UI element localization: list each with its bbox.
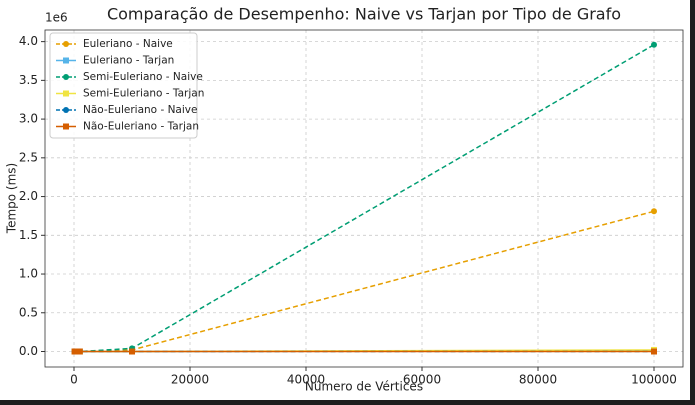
legend-box bbox=[49, 32, 198, 139]
marker bbox=[76, 348, 83, 355]
marker bbox=[71, 348, 78, 355]
marker bbox=[651, 41, 657, 48]
legend: Euleriano - Naive Euleriano - Tarjan Semi-… bbox=[49, 32, 204, 139]
x-tick-label: 60000 bbox=[403, 373, 441, 387]
plot-frame bbox=[44, 29, 684, 368]
legend-label: Não-Euleriano - Tarjan bbox=[83, 121, 199, 133]
marker bbox=[129, 348, 135, 355]
y-tick-label: 2.5 bbox=[19, 150, 38, 164]
legend-label: Semi-Euleriano - Naive bbox=[83, 71, 203, 83]
chart-title: Comparação de Desempenho: Naive vs Tarja… bbox=[107, 5, 621, 24]
x-tick-label: 100000 bbox=[631, 373, 677, 387]
y-tick-label: 2.0 bbox=[19, 189, 38, 203]
legend-label: Euleriano - Tarjan bbox=[83, 55, 174, 67]
x-tick-label: 40000 bbox=[287, 373, 325, 387]
y-tick-label: 0.5 bbox=[19, 305, 38, 319]
y-axis-label: Tempo (ms) bbox=[5, 163, 19, 234]
legend-label: Não-Euleriano - Naive bbox=[83, 104, 197, 116]
marker bbox=[63, 41, 69, 47]
y-offset-label: 1e6 bbox=[45, 11, 68, 25]
y-tick-label: 3.5 bbox=[19, 73, 38, 87]
y-tick-label: 3.0 bbox=[19, 112, 38, 126]
y-tick-label: 0.0 bbox=[19, 344, 38, 358]
marker bbox=[63, 74, 69, 80]
y-tick-label: 4.0 bbox=[19, 34, 38, 48]
plot bbox=[71, 41, 657, 355]
marker bbox=[63, 123, 69, 130]
marker bbox=[651, 208, 657, 215]
marker bbox=[651, 348, 657, 355]
frame-edge bbox=[0, 400, 695, 405]
marker bbox=[63, 90, 69, 97]
x-axis-label: Número de Vértices bbox=[305, 380, 423, 394]
marker bbox=[63, 57, 69, 64]
x-tick-label: 20000 bbox=[171, 373, 209, 387]
x-tick-label: 80000 bbox=[519, 373, 557, 387]
y-tick-label: 1.5 bbox=[19, 228, 38, 242]
frame-edge bbox=[690, 0, 695, 405]
marker bbox=[63, 107, 69, 113]
legend-label: Semi-Euleriano - Tarjan bbox=[83, 88, 204, 100]
legend-label: Euleriano - Naive bbox=[83, 38, 173, 50]
x-tick-label: 0 bbox=[70, 373, 78, 387]
y-tick-label: 1.0 bbox=[19, 267, 38, 281]
